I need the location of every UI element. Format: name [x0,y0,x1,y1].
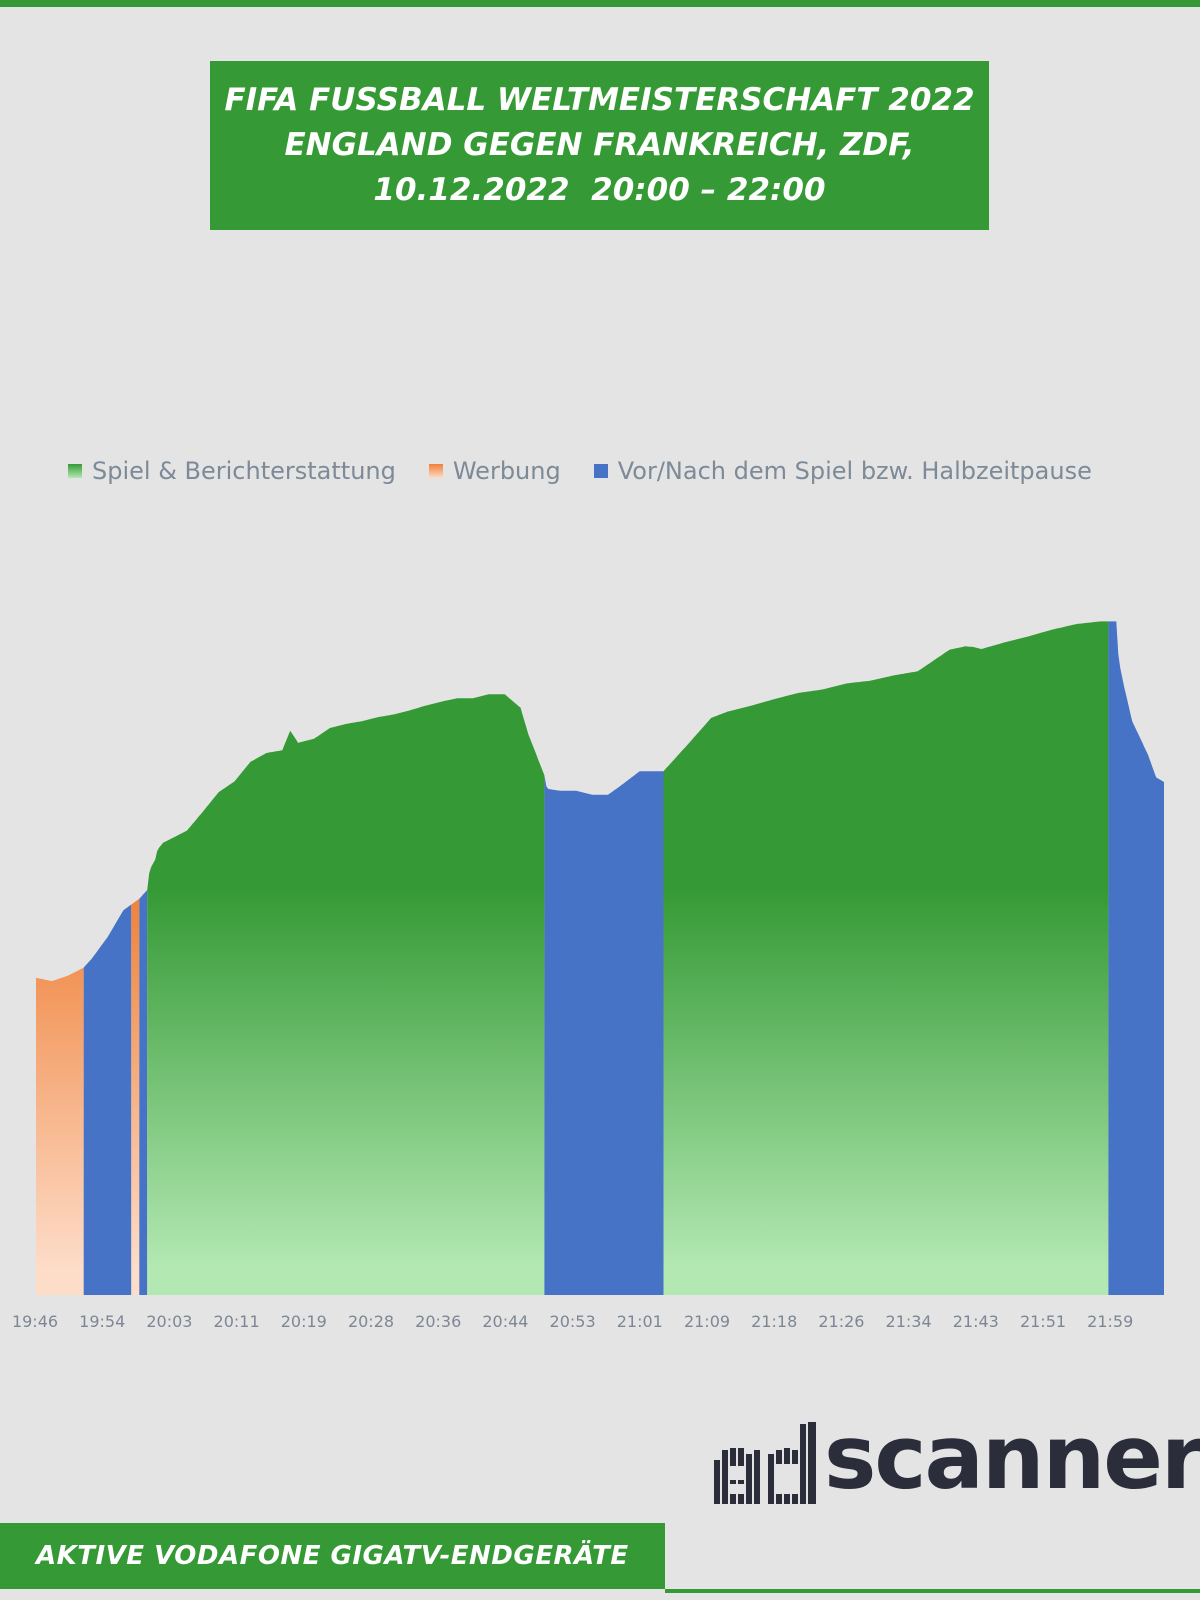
x-tick-label: 20:44 [482,1312,528,1331]
x-tick-label: 20:53 [550,1312,596,1331]
title-line-2: ENGLAND GEGEN FRANKREICH, ZDF, [284,127,915,163]
legend-label-game: Spiel & Berichterstattung [92,457,396,485]
bottom-accent-rule [665,1589,1200,1593]
area-segment-pre [139,890,148,1295]
area-segment-game [147,694,545,1295]
adscanner-logo: scanner [712,1408,1200,1510]
x-tick-label: 21:09 [684,1312,730,1331]
x-tick-label: 20:19 [281,1312,327,1331]
x-tick-label: 20:36 [415,1312,461,1331]
x-tick-label: 21:51 [1020,1312,1066,1331]
legend-label-pre: Vor/Nach dem Spiel bzw. Halbzeitpause [617,457,1092,485]
legend-label-ad: Werbung [452,457,561,485]
x-tick-label: 21:26 [818,1312,864,1331]
area-segment-ad [131,898,140,1295]
footer-banner: AKTIVE VODAFONE GIGATV-ENDGERÄTE [0,1523,665,1589]
area-segment-pre [83,904,132,1295]
logo-wordmark: scanner [824,1406,1200,1509]
legend-swatch-ad [428,464,443,478]
x-tick-label: 21:43 [953,1312,999,1331]
title-line-3: 10.12.2022 20:00 – 22:00 [373,172,826,208]
chart-title-banner: FIFA FUSSBALL WELTMEISTERSCHAFT 2022 ENG… [210,61,989,230]
top-accent-rule [0,0,1200,7]
x-tick-label: 20:11 [214,1312,260,1331]
legend-swatch-game [68,464,82,478]
legend-item-game: Spiel & Berichterstattung [68,457,396,485]
x-tick-label: 19:54 [79,1312,125,1331]
x-tick-label: 21:01 [617,1312,663,1331]
chart-legend: Spiel & Berichterstattung Werbung Vor/Na… [68,456,1125,486]
x-tick-label: 21:34 [886,1312,932,1331]
x-tick-label: 20:28 [348,1312,394,1331]
area-segment-ad [36,967,84,1295]
legend-item-ad: Werbung [428,457,561,485]
x-tick-label: 20:03 [146,1312,192,1331]
footer-label: AKTIVE VODAFONE GIGATV-ENDGERÄTE [36,1541,629,1571]
x-axis-tick-labels: 19:46 19:54 20:03 20:11 20:19 20:28 20:36 20:44… [12,1312,1133,1331]
area-segment-pre [1108,621,1164,1295]
legend-swatch-pre [593,464,608,478]
x-tick-label: 19:46 [12,1312,58,1331]
x-tick-label: 21:59 [1087,1312,1133,1331]
chart-area-segments [36,621,1164,1295]
area-chart: 19:46 19:54 20:03 20:11 20:19 20:28 20:36 20:44… [12,621,1164,1331]
area-segment-pre [544,771,664,1295]
legend-item-pre: Vor/Nach dem Spiel bzw. Halbzeitpause [593,457,1092,485]
title-line-1: FIFA FUSSBALL WELTMEISTERSCHAFT 2022 [224,82,975,118]
logo-ad-mark [714,1422,816,1504]
x-tick-label: 21:18 [751,1312,797,1331]
area-segment-game [663,621,1109,1295]
